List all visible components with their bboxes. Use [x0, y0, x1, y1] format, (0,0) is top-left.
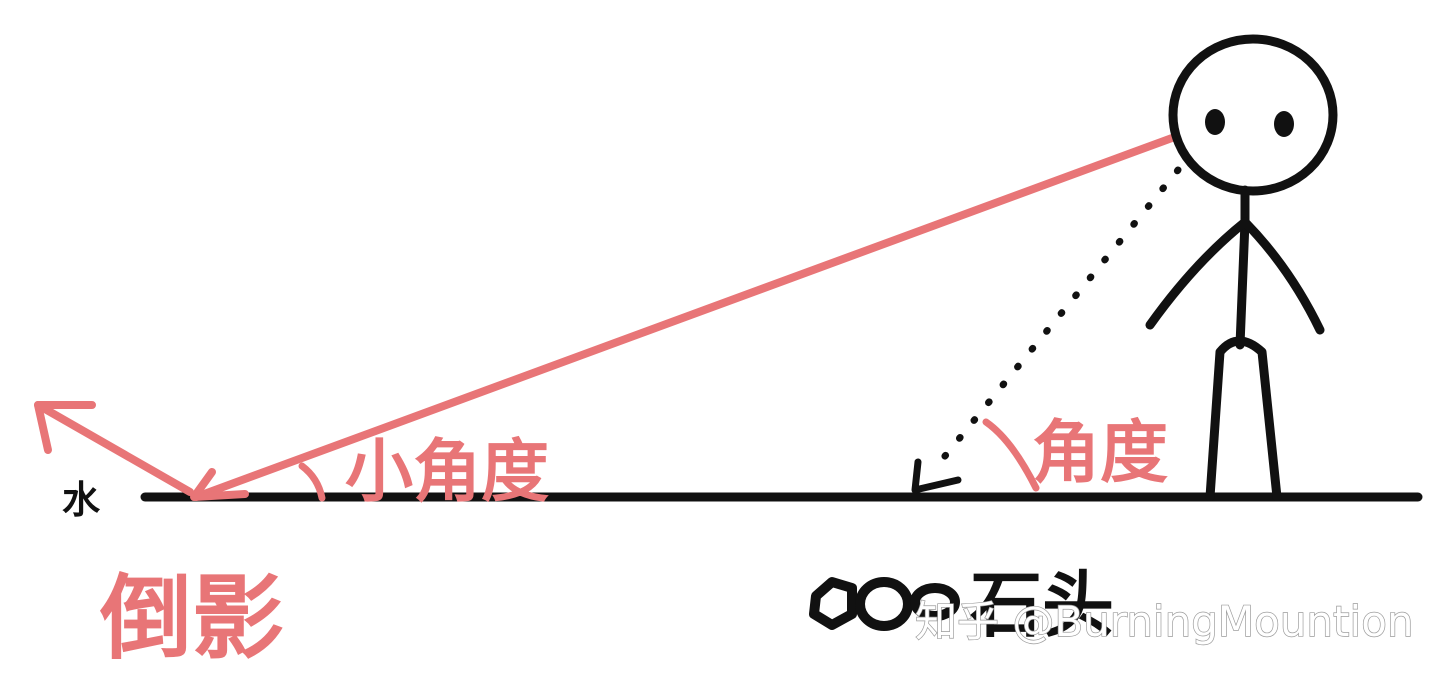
person-head — [1168, 34, 1338, 196]
label-small-angle: 小角度 — [345, 433, 549, 512]
person-arms — [1145, 217, 1325, 335]
angle-arc — [982, 418, 1040, 492]
small-angle-arc — [298, 462, 326, 502]
dotted-sight-line — [928, 166, 1182, 476]
label-angle: 角度 — [1032, 414, 1168, 493]
stone-pebble-2 — [855, 577, 913, 631]
label-stone: 石头 — [970, 563, 1114, 647]
stone-pebble-1 — [809, 577, 857, 630]
stone-pebbles-icon — [809, 577, 960, 631]
person-left-eye — [1205, 109, 1225, 135]
stone-pebble-3 — [910, 583, 960, 621]
light-ray-arrowhead-icon — [190, 468, 249, 501]
dotted-sight-arrowhead-icon — [911, 458, 962, 494]
label-reflection: 倒影 — [99, 565, 284, 672]
person-right-eye — [1274, 111, 1294, 137]
label-water: 水 — [62, 478, 101, 522]
reflected-ray-arrowhead-icon — [34, 401, 96, 454]
person-legs — [1205, 336, 1282, 502]
person-torso — [1235, 217, 1250, 350]
person-stick-figure-icon — [1145, 34, 1338, 502]
reflected-ray-line — [34, 401, 194, 496]
light-ray-line — [192, 134, 1176, 501]
watermark-text: 知乎 @BurningMountion — [915, 597, 1414, 646]
